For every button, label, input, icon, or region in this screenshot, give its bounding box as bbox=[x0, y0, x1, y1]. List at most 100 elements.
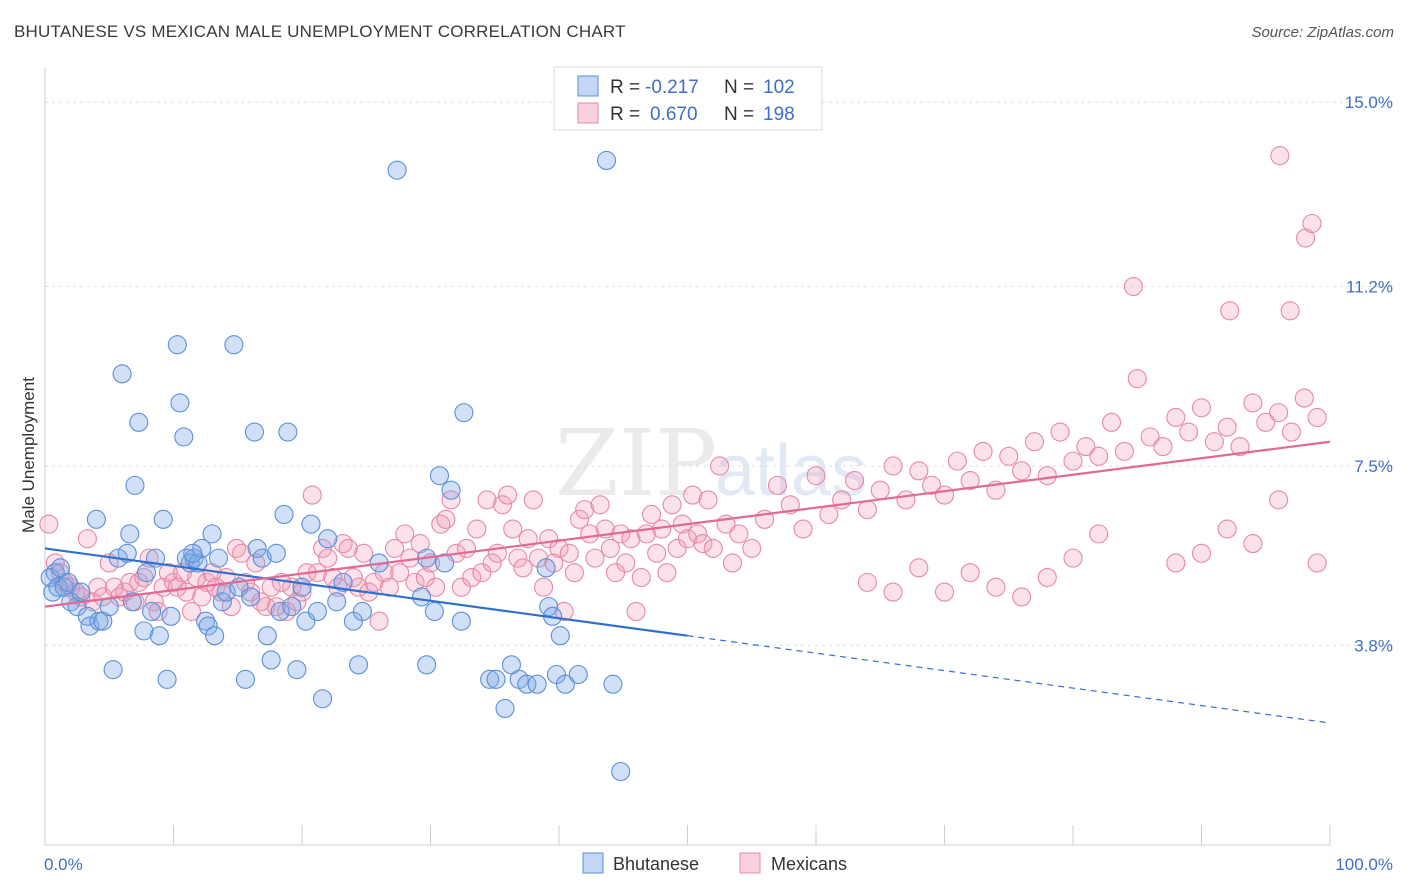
bhutanese-point bbox=[224, 335, 244, 355]
bhutanese-point bbox=[282, 597, 302, 617]
mexicans-point bbox=[857, 500, 877, 520]
source-label: Source: ZipAtlas.com bbox=[1251, 24, 1394, 41]
mexicans-point bbox=[1243, 393, 1263, 413]
mexicans-point bbox=[1269, 403, 1289, 423]
bhutanese-point bbox=[161, 606, 181, 626]
mexicans-point bbox=[221, 597, 241, 617]
bhutanese-point bbox=[527, 674, 547, 694]
bhutanese-point bbox=[261, 650, 281, 670]
bhutanese-point bbox=[198, 616, 218, 636]
legend-n-label-2: N = bbox=[724, 104, 754, 125]
mexicans-point bbox=[503, 519, 523, 539]
bhutanese-point bbox=[429, 466, 450, 486]
mexicans-point bbox=[1256, 412, 1276, 432]
mexicans-point bbox=[698, 490, 718, 510]
mexicans-point bbox=[999, 446, 1019, 466]
mexicans-point bbox=[934, 582, 955, 602]
bhutanese-point bbox=[278, 422, 298, 442]
chart-title: BHUTANESE VS MEXICAN MALE UNEMPLOYMENT C… bbox=[14, 22, 626, 41]
mexicans-point bbox=[1307, 407, 1327, 428]
mexicans-point bbox=[181, 601, 202, 622]
mexicans-point bbox=[667, 538, 687, 558]
mexicans-point bbox=[313, 538, 333, 558]
bhutanese-point bbox=[244, 422, 265, 442]
mexicans-point bbox=[192, 587, 212, 607]
mexicans-point bbox=[554, 601, 574, 622]
bhutanese-point bbox=[71, 582, 91, 602]
mexicans-point bbox=[909, 461, 929, 481]
mexicans-point bbox=[1123, 276, 1143, 297]
bhutanese-points bbox=[40, 150, 631, 782]
mexicans-point bbox=[575, 500, 595, 520]
mexicans-point bbox=[1217, 519, 1237, 539]
bhutanese-point bbox=[183, 543, 203, 563]
mexicans-point bbox=[390, 563, 410, 583]
mexicans-point bbox=[482, 553, 502, 573]
bhutanese-point bbox=[257, 626, 277, 646]
mexicans-point bbox=[693, 534, 713, 554]
mexicans-point bbox=[384, 538, 405, 558]
legend-n-value-1: 102 bbox=[763, 77, 795, 98]
bhutanese-point bbox=[117, 543, 137, 563]
bhutanese-point bbox=[611, 761, 631, 782]
mexicans-point bbox=[158, 563, 178, 583]
bhutanese-point bbox=[80, 616, 100, 636]
y-tick-label: 15.0% bbox=[1345, 93, 1393, 112]
mexicans-point bbox=[806, 466, 826, 486]
bhutanese-point bbox=[536, 558, 556, 578]
bhutanese-point bbox=[170, 393, 190, 413]
bhutanese-point bbox=[48, 577, 68, 597]
bhutanese-point bbox=[480, 669, 500, 689]
mexicans-point bbox=[729, 524, 749, 544]
bhutanese-point bbox=[134, 621, 154, 641]
bhutanese-point bbox=[122, 592, 142, 612]
mexicans-point bbox=[621, 529, 641, 549]
bottom-legend-label-mexicans: Mexicans bbox=[771, 854, 847, 874]
bottom-legend-label-bhutanese: Bhutanese bbox=[613, 854, 699, 874]
mexicans-point bbox=[1280, 301, 1300, 321]
mexicans-point bbox=[703, 538, 723, 558]
mexicans-point bbox=[626, 601, 646, 622]
mexicans-point bbox=[600, 538, 620, 558]
mexicans-point bbox=[1243, 534, 1263, 554]
mexicans-point bbox=[677, 529, 698, 549]
bhutanese-point bbox=[157, 669, 177, 689]
mexicans-point bbox=[1037, 466, 1057, 486]
watermark: ZIP atlas bbox=[555, 410, 867, 517]
bottom-legend-swatch-bhutanese bbox=[582, 852, 604, 874]
mexicans-point bbox=[570, 509, 590, 529]
mexicans-point bbox=[1166, 553, 1186, 573]
mexicans-point bbox=[564, 563, 584, 583]
mexicans-point bbox=[104, 577, 124, 597]
mexicans-point bbox=[1191, 543, 1212, 563]
mexicans-point bbox=[883, 456, 903, 476]
mexicans-point bbox=[1281, 422, 1301, 442]
mexicans-point bbox=[1220, 301, 1240, 321]
mexicans-point bbox=[528, 548, 548, 568]
bhutanese-point bbox=[129, 412, 149, 432]
mexicans-point bbox=[167, 577, 187, 597]
bhutanese-point bbox=[550, 626, 570, 646]
bhutanese-point bbox=[603, 674, 623, 694]
mexicans-point bbox=[647, 543, 667, 563]
mexicans-point bbox=[1179, 422, 1199, 442]
mexicans-point bbox=[302, 485, 322, 505]
mexicans-trend-line bbox=[44, 440, 1331, 608]
legend-n-label-1: N = bbox=[724, 77, 754, 98]
bhutanese-point bbox=[142, 601, 162, 622]
bhutanese-point bbox=[292, 577, 312, 597]
mexicans-point bbox=[742, 538, 762, 558]
mexicans-point bbox=[513, 558, 533, 578]
mexicans-point bbox=[39, 514, 59, 534]
bhutanese-point bbox=[58, 572, 78, 592]
y-tick-label: 3.8% bbox=[1354, 636, 1393, 655]
mexicans-point bbox=[896, 490, 916, 510]
bhutanese-point bbox=[387, 160, 407, 180]
legend-r-value-2: 0.670 bbox=[650, 104, 698, 125]
mexicans-point bbox=[1050, 422, 1070, 442]
bhutanese-point bbox=[125, 475, 145, 495]
bhutanese-point bbox=[313, 689, 333, 709]
bhutanese-point bbox=[167, 335, 187, 355]
mexicans-point bbox=[1140, 427, 1160, 447]
